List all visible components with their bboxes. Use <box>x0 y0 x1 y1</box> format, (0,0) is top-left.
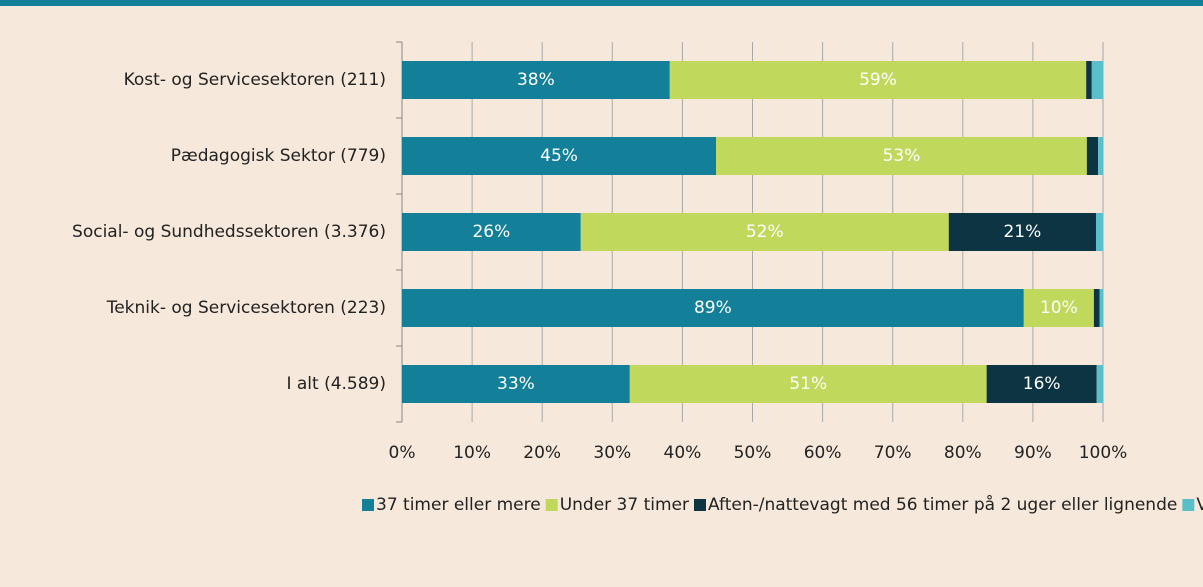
legend-label: Under 37 timer <box>560 495 689 515</box>
legend-swatch <box>1182 499 1195 511</box>
bar-segment <box>948 213 1096 251</box>
data-label: 33% <box>497 374 535 394</box>
x-tick-label: 0% <box>389 443 416 463</box>
legend-swatch <box>362 499 374 511</box>
data-label: 52% <box>746 222 784 242</box>
bar-segment <box>1096 365 1103 403</box>
bar-segment <box>402 365 630 403</box>
bar-segment <box>1091 61 1103 99</box>
top-border <box>0 0 1203 6</box>
bar-segment <box>1095 213 1103 251</box>
bar-segment <box>1086 61 1092 99</box>
y-tick-label: Teknik- og Servicesektoren (223) <box>106 298 386 318</box>
legend-label: Aften-/nattevagt med 56 timer på 2 uger … <box>708 494 1177 515</box>
bar-segment <box>1098 137 1103 175</box>
legend-label: 37 timer eller mere <box>376 495 541 515</box>
data-label: 89% <box>694 298 732 318</box>
y-tick-label: I alt (4.589) <box>286 374 386 394</box>
data-label: 59% <box>859 70 897 90</box>
bar-segment <box>1086 137 1099 175</box>
data-label: 16% <box>1023 374 1061 394</box>
x-tick-label: 90% <box>1014 443 1052 463</box>
x-tick-label: 60% <box>804 443 842 463</box>
x-tick-label: 20% <box>523 443 561 463</box>
bar-segment <box>402 289 1024 327</box>
data-label: 10% <box>1040 298 1078 318</box>
bar-segment <box>629 365 987 403</box>
bar-segment <box>669 61 1087 99</box>
data-label: 38% <box>517 70 555 90</box>
y-tick-label: Social- og Sundhedssektoren (3.376) <box>72 222 386 242</box>
bar-segment <box>1023 289 1094 327</box>
legend-swatch <box>545 499 558 511</box>
x-tick-label: 70% <box>874 443 912 463</box>
bar-segment <box>1093 289 1100 327</box>
data-label: 51% <box>789 374 827 394</box>
bar-segment <box>1099 289 1103 327</box>
legend-label: Ved ikke <box>1196 495 1203 515</box>
bar-segment <box>580 213 949 251</box>
x-tick-label: 30% <box>593 443 631 463</box>
data-label: 53% <box>883 146 921 166</box>
y-tick-label: Kost- og Servicesektoren (211) <box>124 70 386 90</box>
y-tick-label: Pædagogisk Sektor (779) <box>171 146 386 166</box>
x-tick-label: 40% <box>664 443 702 463</box>
x-tick-label: 100% <box>1079 443 1128 463</box>
bar-segment <box>402 137 717 175</box>
data-label: 45% <box>540 146 578 166</box>
x-tick-label: 80% <box>944 443 982 463</box>
x-tick-label: 50% <box>734 443 772 463</box>
x-tick-label: 10% <box>453 443 491 463</box>
bar-segment <box>402 213 581 251</box>
legend-swatch <box>693 499 706 511</box>
bar-segment <box>986 365 1097 403</box>
bar-segment <box>716 137 1087 175</box>
data-label: 21% <box>1003 222 1041 242</box>
data-label: 26% <box>472 222 510 242</box>
bar-segment <box>402 61 670 99</box>
